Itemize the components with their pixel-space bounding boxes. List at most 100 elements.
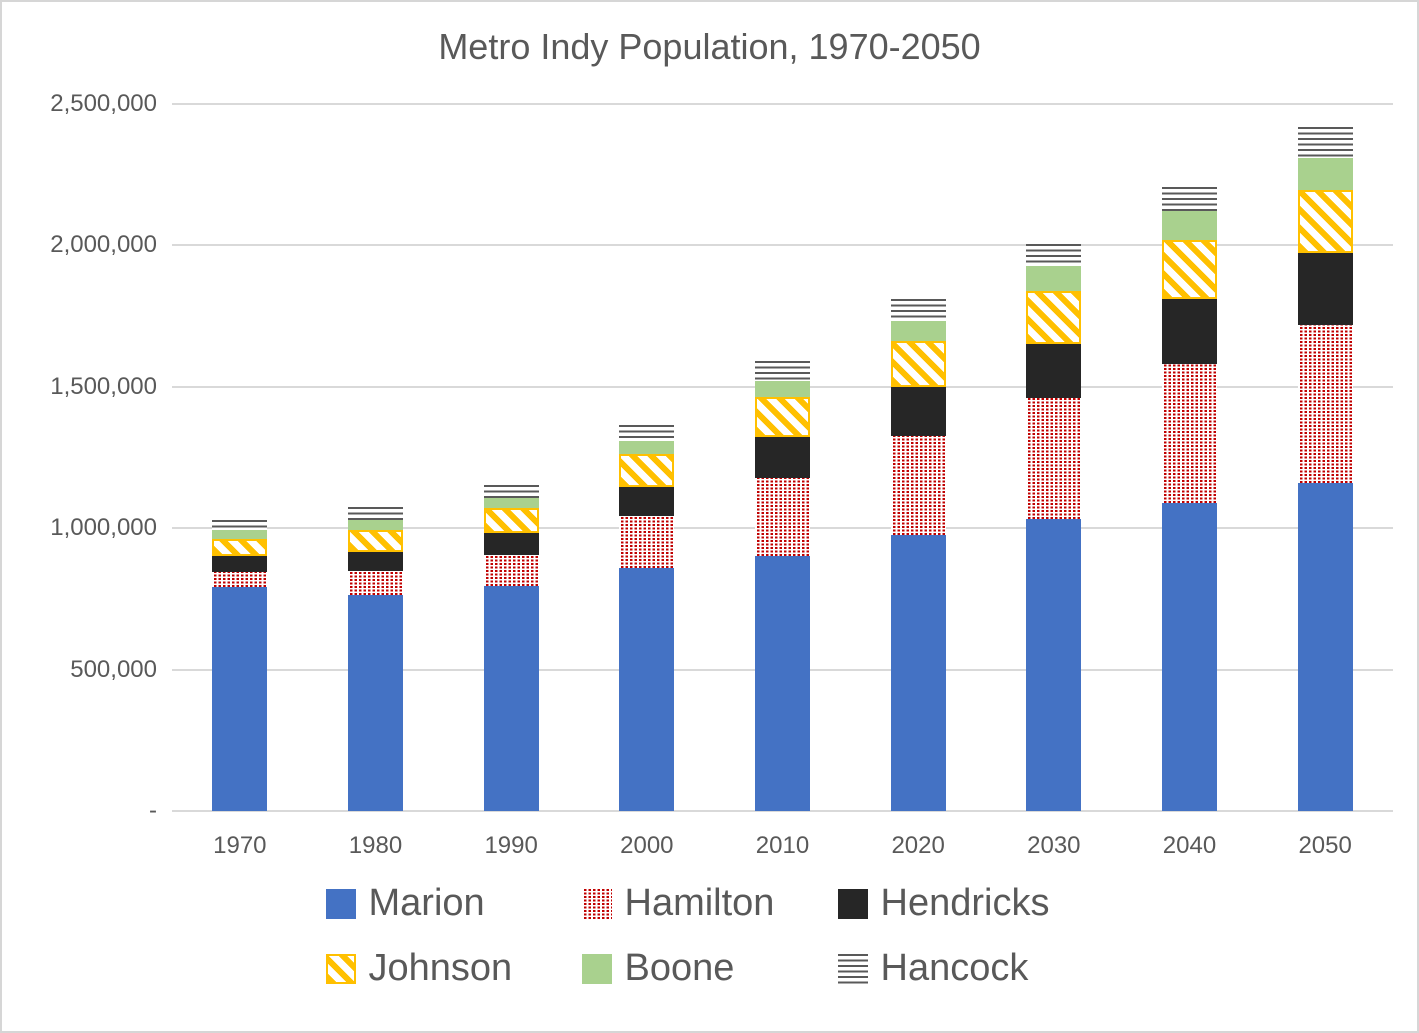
bar-segment-hamilton-2050 [1297,324,1353,483]
bar-segment-hancock-2020 [890,298,946,322]
bar-segment-hendricks-1990 [483,533,539,555]
chart-legend: Marion Hamilton Hendricks Johnson Boone … [325,882,1094,990]
bar-segment-hamilton-1990 [483,554,539,586]
bar-segment-boone-1990 [483,497,539,509]
bar-segment-johnson-2010 [755,397,810,437]
bar-segment-hendricks-2050 [1297,253,1353,325]
bar-segment-marion-2010 [755,555,810,811]
bar-segment-johnson-2040 [1162,240,1217,299]
bar-segment-hancock-2010 [755,361,810,382]
bar-segment-hancock-2000 [619,425,675,441]
legend-item-marion: Marion [325,882,582,925]
bar-segment-johnson-1990 [483,508,539,534]
bar-segment-hamilton-2000 [619,516,675,568]
bar-segment-hancock-2050 [1297,126,1353,158]
bar-segment-boone-2030 [1026,266,1082,292]
bar-segment-boone-2020 [890,321,946,342]
legend-label: Hamilton [624,882,775,924]
x-axis-label: 1970 [213,832,267,859]
bar-segment-johnson-2000 [619,453,675,487]
bar-segment-johnson-2030 [1026,291,1082,344]
x-axis-label: 2000 [620,832,674,859]
y-axis-label: 1,500,000 [50,372,157,400]
bar-segment-hamilton-1980 [348,571,403,595]
johnson-swatch-icon [325,953,356,984]
bar-segment-boone-2010 [755,381,810,398]
bar-segment-marion-2020 [890,534,946,811]
gridline [172,810,1393,812]
bar-segment-marion-2030 [1026,519,1082,811]
bar-segment-hancock-1980 [348,507,403,520]
bar-segment-marion-1990 [483,585,539,811]
legend-label: Marion [368,882,485,924]
bar-segment-hendricks-2020 [890,386,946,437]
stacked-bar-2030 [1026,2,1082,811]
gridline [172,103,1393,105]
bar-segment-hendricks-2030 [1026,343,1082,398]
y-axis-label: 2,500,000 [50,90,157,117]
bar-segment-boone-1970 [212,530,268,539]
bar-segment-boone-2000 [619,440,675,454]
legend-label: Johnson [368,947,513,989]
y-axis-label: 2,000,000 [50,231,157,259]
marion-swatch-icon [325,888,356,919]
bar-segment-hamilton-2030 [1026,397,1082,520]
x-axis-label: 2050 [1298,832,1352,859]
gridline [172,244,1393,247]
bar-segment-marion-1970 [212,586,268,811]
x-axis-label: 1980 [348,832,403,859]
bar-segment-johnson-2020 [890,341,946,387]
bar-segment-hancock-2040 [1162,187,1217,212]
legend-label: Boone [624,947,735,989]
x-axis-label: 2010 [755,832,810,859]
legend-label: Hancock [880,947,1029,989]
legend-item-johnson: Johnson [325,947,582,990]
y-axis-label: 1,000,000 [50,514,157,542]
hamilton-swatch-icon [581,888,612,919]
bar-segment-marion-2050 [1297,482,1353,811]
x-axis-label: 2040 [1162,832,1217,859]
bar-segment-johnson-1980 [348,529,403,552]
bar-segment-hendricks-2000 [619,486,675,516]
bar-segment-marion-1980 [348,594,403,811]
hendricks-swatch-icon [837,888,868,919]
bar-segment-johnson-2050 [1297,189,1353,254]
legend-item-hancock: Hancock [837,947,1094,990]
stacked-bar-1980 [348,2,403,811]
bar-segment-hamilton-2010 [755,477,810,556]
stacked-bar-1990 [483,2,539,811]
bar-segment-boone-2050 [1297,157,1353,190]
y-axis-label: - [149,797,157,824]
bar-segment-hamilton-2040 [1162,363,1217,503]
bar-segment-hendricks-1980 [348,551,403,572]
bar-segment-hendricks-2010 [755,436,810,478]
legend-item-hendricks: Hendricks [837,882,1094,925]
bar-segment-hancock-2030 [1026,244,1082,267]
bar-segment-johnson-1970 [212,538,268,557]
bar-segment-boone-2040 [1162,211,1217,241]
legend-label: Hendricks [880,882,1050,924]
bar-segment-hendricks-1970 [212,556,268,572]
boone-swatch-icon [581,953,612,984]
stacked-bar-2020 [890,2,946,811]
stacked-bar-2040 [1162,2,1217,811]
stacked-bar-1970 [212,2,268,811]
bar-segment-hamilton-2020 [890,436,946,535]
bar-segment-marion-2000 [619,567,675,811]
stacked-bar-2000 [619,2,675,811]
bar-segment-boone-1980 [348,519,403,530]
bar-segment-hamilton-1970 [212,571,268,587]
stacked-bar-2010 [755,2,810,811]
bar-segment-hendricks-2040 [1162,298,1217,364]
hancock-swatch-icon [837,953,868,984]
bar-segment-hancock-1990 [483,484,539,498]
chart-title: Metro Indy Population, 1970-2050 [438,26,981,67]
x-axis-label: 2030 [1027,832,1081,859]
y-axis-label: 500,000 [70,655,157,683]
x-axis-label: 1990 [484,832,538,859]
legend-item-hamilton: Hamilton [581,882,838,925]
stacked-bar-2050 [1297,2,1353,811]
bar-segment-marion-2040 [1162,502,1217,811]
